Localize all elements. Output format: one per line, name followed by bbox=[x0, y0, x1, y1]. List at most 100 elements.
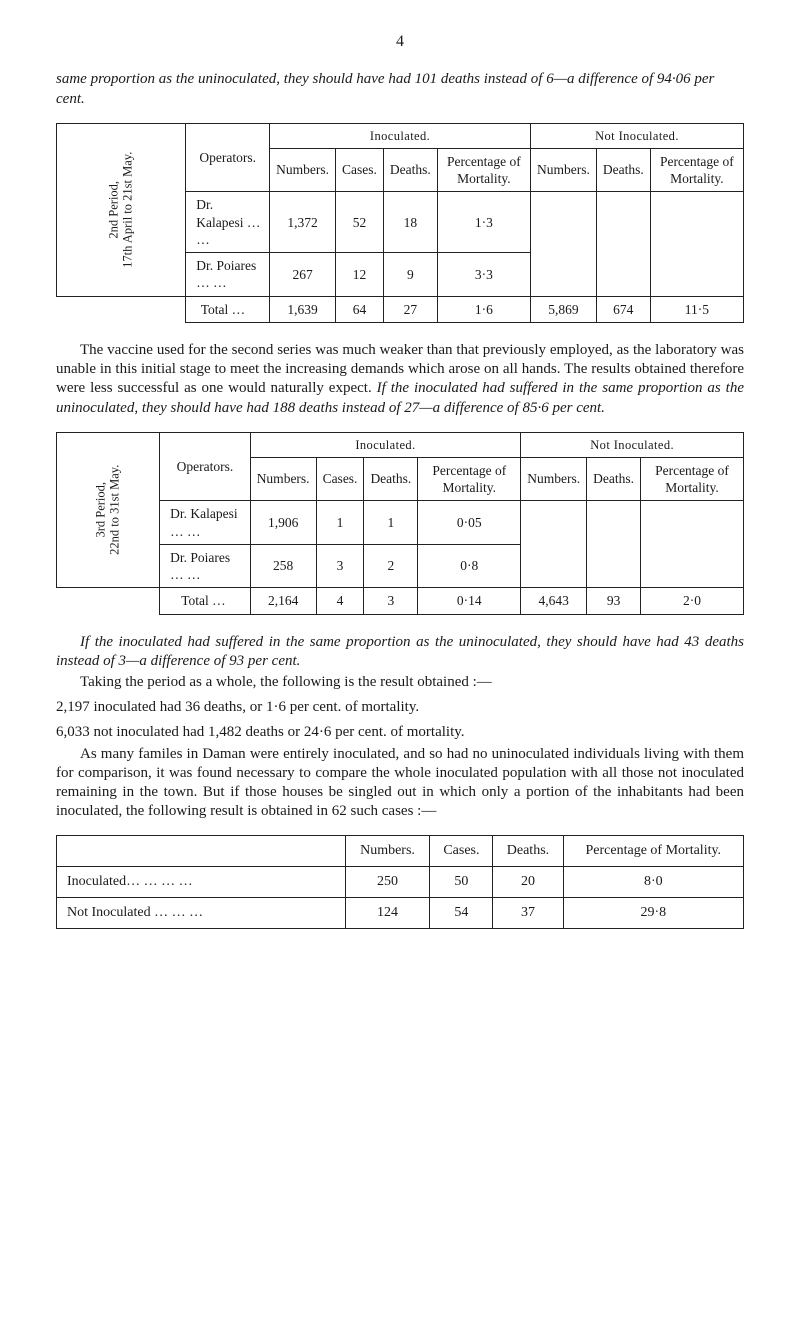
operator-cell: Dr. Poiares … … bbox=[160, 544, 251, 588]
pct-cell: 0·8 bbox=[418, 544, 521, 588]
col-numbers: Numbers. bbox=[270, 148, 336, 192]
col-pct: Percentage of Mortality. bbox=[563, 836, 743, 867]
pct-cell: 8·0 bbox=[563, 867, 743, 898]
row-label: Inoculated… … … … bbox=[57, 867, 346, 898]
total-label: Total … bbox=[160, 588, 251, 614]
row-label: Not Inoculated … … … bbox=[57, 898, 346, 929]
paragraph: If the inoculated had suffered in the sa… bbox=[56, 633, 744, 671]
empty-cell bbox=[596, 192, 650, 296]
blank-header bbox=[57, 836, 346, 867]
col-pct: Percentage of Mortality. bbox=[437, 148, 530, 192]
table-total-row: Total … 1,639 64 27 1·6 5,869 674 11·5 bbox=[57, 296, 744, 322]
blank-cell bbox=[57, 296, 186, 322]
total-pct: 1·6 bbox=[437, 296, 530, 322]
col-deaths: Deaths. bbox=[383, 148, 437, 192]
cases-cell: 54 bbox=[430, 898, 493, 929]
col-deaths: Deaths. bbox=[493, 836, 563, 867]
numbers-cell: 267 bbox=[270, 253, 336, 297]
cases-cell: 3 bbox=[316, 544, 364, 588]
paragraph-em: If the inoculated had suffered in the sa… bbox=[56, 634, 744, 669]
page: 4 same proportion as the uninoculated, t… bbox=[0, 0, 800, 983]
deaths-cell: 9 bbox=[383, 253, 437, 297]
col-numbers: Numbers. bbox=[250, 457, 316, 501]
intro-text: same proportion as the uninoculated, the… bbox=[56, 71, 714, 106]
total-deaths: 27 bbox=[383, 296, 437, 322]
page-number: 4 bbox=[56, 32, 744, 52]
group-inoculated: Inoculated. bbox=[250, 432, 521, 457]
table-row: Inoculated… … … … 250 50 20 8·0 bbox=[57, 867, 744, 898]
total-pct-2: 2·0 bbox=[641, 588, 744, 614]
total-numbers: 2,164 bbox=[250, 588, 316, 614]
pct-cell: 29·8 bbox=[563, 898, 743, 929]
deaths-cell: 37 bbox=[493, 898, 563, 929]
numbers-cell: 124 bbox=[345, 898, 430, 929]
empty-cell bbox=[521, 501, 587, 588]
empty-cell bbox=[641, 501, 744, 588]
col-numbers-2: Numbers. bbox=[530, 148, 596, 192]
table-row: Not Inoculated … … … 124 54 37 29·8 bbox=[57, 898, 744, 929]
total-numbers-2: 4,643 bbox=[521, 588, 587, 614]
pct-cell: 0·05 bbox=[418, 501, 521, 545]
total-deaths-2: 93 bbox=[587, 588, 641, 614]
period-label-a: 2nd Period, bbox=[106, 181, 120, 239]
numbers-cell: 1,906 bbox=[250, 501, 316, 545]
summary-table: Numbers. Cases. Deaths. Percentage of Mo… bbox=[56, 835, 744, 929]
paragraph-block-1: The vaccine used for the second series w… bbox=[56, 341, 744, 418]
mortality-table-period-2: 2nd Period, 17th April to 21st May. Oper… bbox=[56, 123, 744, 323]
empty-cell bbox=[530, 192, 596, 296]
total-deaths-2: 674 bbox=[596, 296, 650, 322]
numbers-cell: 250 bbox=[345, 867, 430, 898]
period-label-cell: 3rd Period, 22nd to 31st May. bbox=[57, 432, 160, 588]
cases-cell: 12 bbox=[336, 253, 384, 297]
col-deaths: Deaths. bbox=[364, 457, 418, 501]
period-label-cell: 2nd Period, 17th April to 21st May. bbox=[57, 123, 186, 296]
col-pct-2: Percentage of Mortality. bbox=[650, 148, 743, 192]
table-total-row: Total … 2,164 4 3 0·14 4,643 93 2·0 bbox=[57, 588, 744, 614]
cases-cell: 52 bbox=[336, 192, 384, 253]
col-deaths-2: Deaths. bbox=[596, 148, 650, 192]
operator-cell: Dr. Poiares … … bbox=[186, 253, 270, 297]
total-cases: 4 bbox=[316, 588, 364, 614]
period-label-b: 17th April to 21st May. bbox=[120, 151, 134, 267]
col-numbers-2: Numbers. bbox=[521, 457, 587, 501]
paragraph-block-2: If the inoculated had suffered in the sa… bbox=[56, 633, 744, 822]
cases-cell: 50 bbox=[430, 867, 493, 898]
group-inoculated: Inoculated. bbox=[270, 123, 531, 148]
period-label-b: 22nd to 31st May. bbox=[107, 465, 121, 555]
empty-cell bbox=[587, 501, 641, 588]
paragraph: The vaccine used for the second series w… bbox=[56, 341, 744, 418]
total-numbers-2: 5,869 bbox=[530, 296, 596, 322]
deaths-cell: 18 bbox=[383, 192, 437, 253]
result-line-1: 2,197 inoculated had 36 deaths, or 1·6 p… bbox=[56, 698, 744, 717]
col-cases: Cases. bbox=[316, 457, 364, 501]
result-line-2: 6,033 not inoculated had 1,482 deaths or… bbox=[56, 723, 744, 742]
col-pct-2: Percentage of Mortality. bbox=[641, 457, 744, 501]
paragraph: As many familes in Daman were entirely i… bbox=[56, 745, 744, 822]
total-label: Total … bbox=[186, 296, 270, 322]
deaths-cell: 2 bbox=[364, 544, 418, 588]
table-row: Dr. Kalapesi … … 1,906 1 1 0·05 bbox=[57, 501, 744, 545]
cases-cell: 1 bbox=[316, 501, 364, 545]
numbers-cell: 1,372 bbox=[270, 192, 336, 253]
numbers-cell: 258 bbox=[250, 544, 316, 588]
empty-cell bbox=[650, 192, 743, 296]
deaths-cell: 1 bbox=[364, 501, 418, 545]
deaths-cell: 20 bbox=[493, 867, 563, 898]
total-pct: 0·14 bbox=[418, 588, 521, 614]
col-numbers: Numbers. bbox=[345, 836, 430, 867]
col-pct: Percentage of Mortality. bbox=[418, 457, 521, 501]
col-cases: Cases. bbox=[336, 148, 384, 192]
period-label-a: 3rd Period, bbox=[93, 482, 107, 538]
blank-cell bbox=[57, 588, 160, 614]
total-cases: 64 bbox=[336, 296, 384, 322]
total-numbers: 1,639 bbox=[270, 296, 336, 322]
paragraph: Taking the period as a whole, the follow… bbox=[56, 673, 744, 692]
mortality-table-period-3: 3rd Period, 22nd to 31st May. Operators.… bbox=[56, 432, 744, 615]
total-pct-2: 11·5 bbox=[650, 296, 743, 322]
total-deaths: 3 bbox=[364, 588, 418, 614]
col-operators: Operators. bbox=[186, 123, 270, 192]
operator-cell: Dr. Kalapesi … … bbox=[186, 192, 270, 253]
operator-cell: Dr. Kalapesi … … bbox=[160, 501, 251, 545]
group-not-inoculated: Not Inoculated. bbox=[530, 123, 743, 148]
pct-cell: 3·3 bbox=[437, 253, 530, 297]
